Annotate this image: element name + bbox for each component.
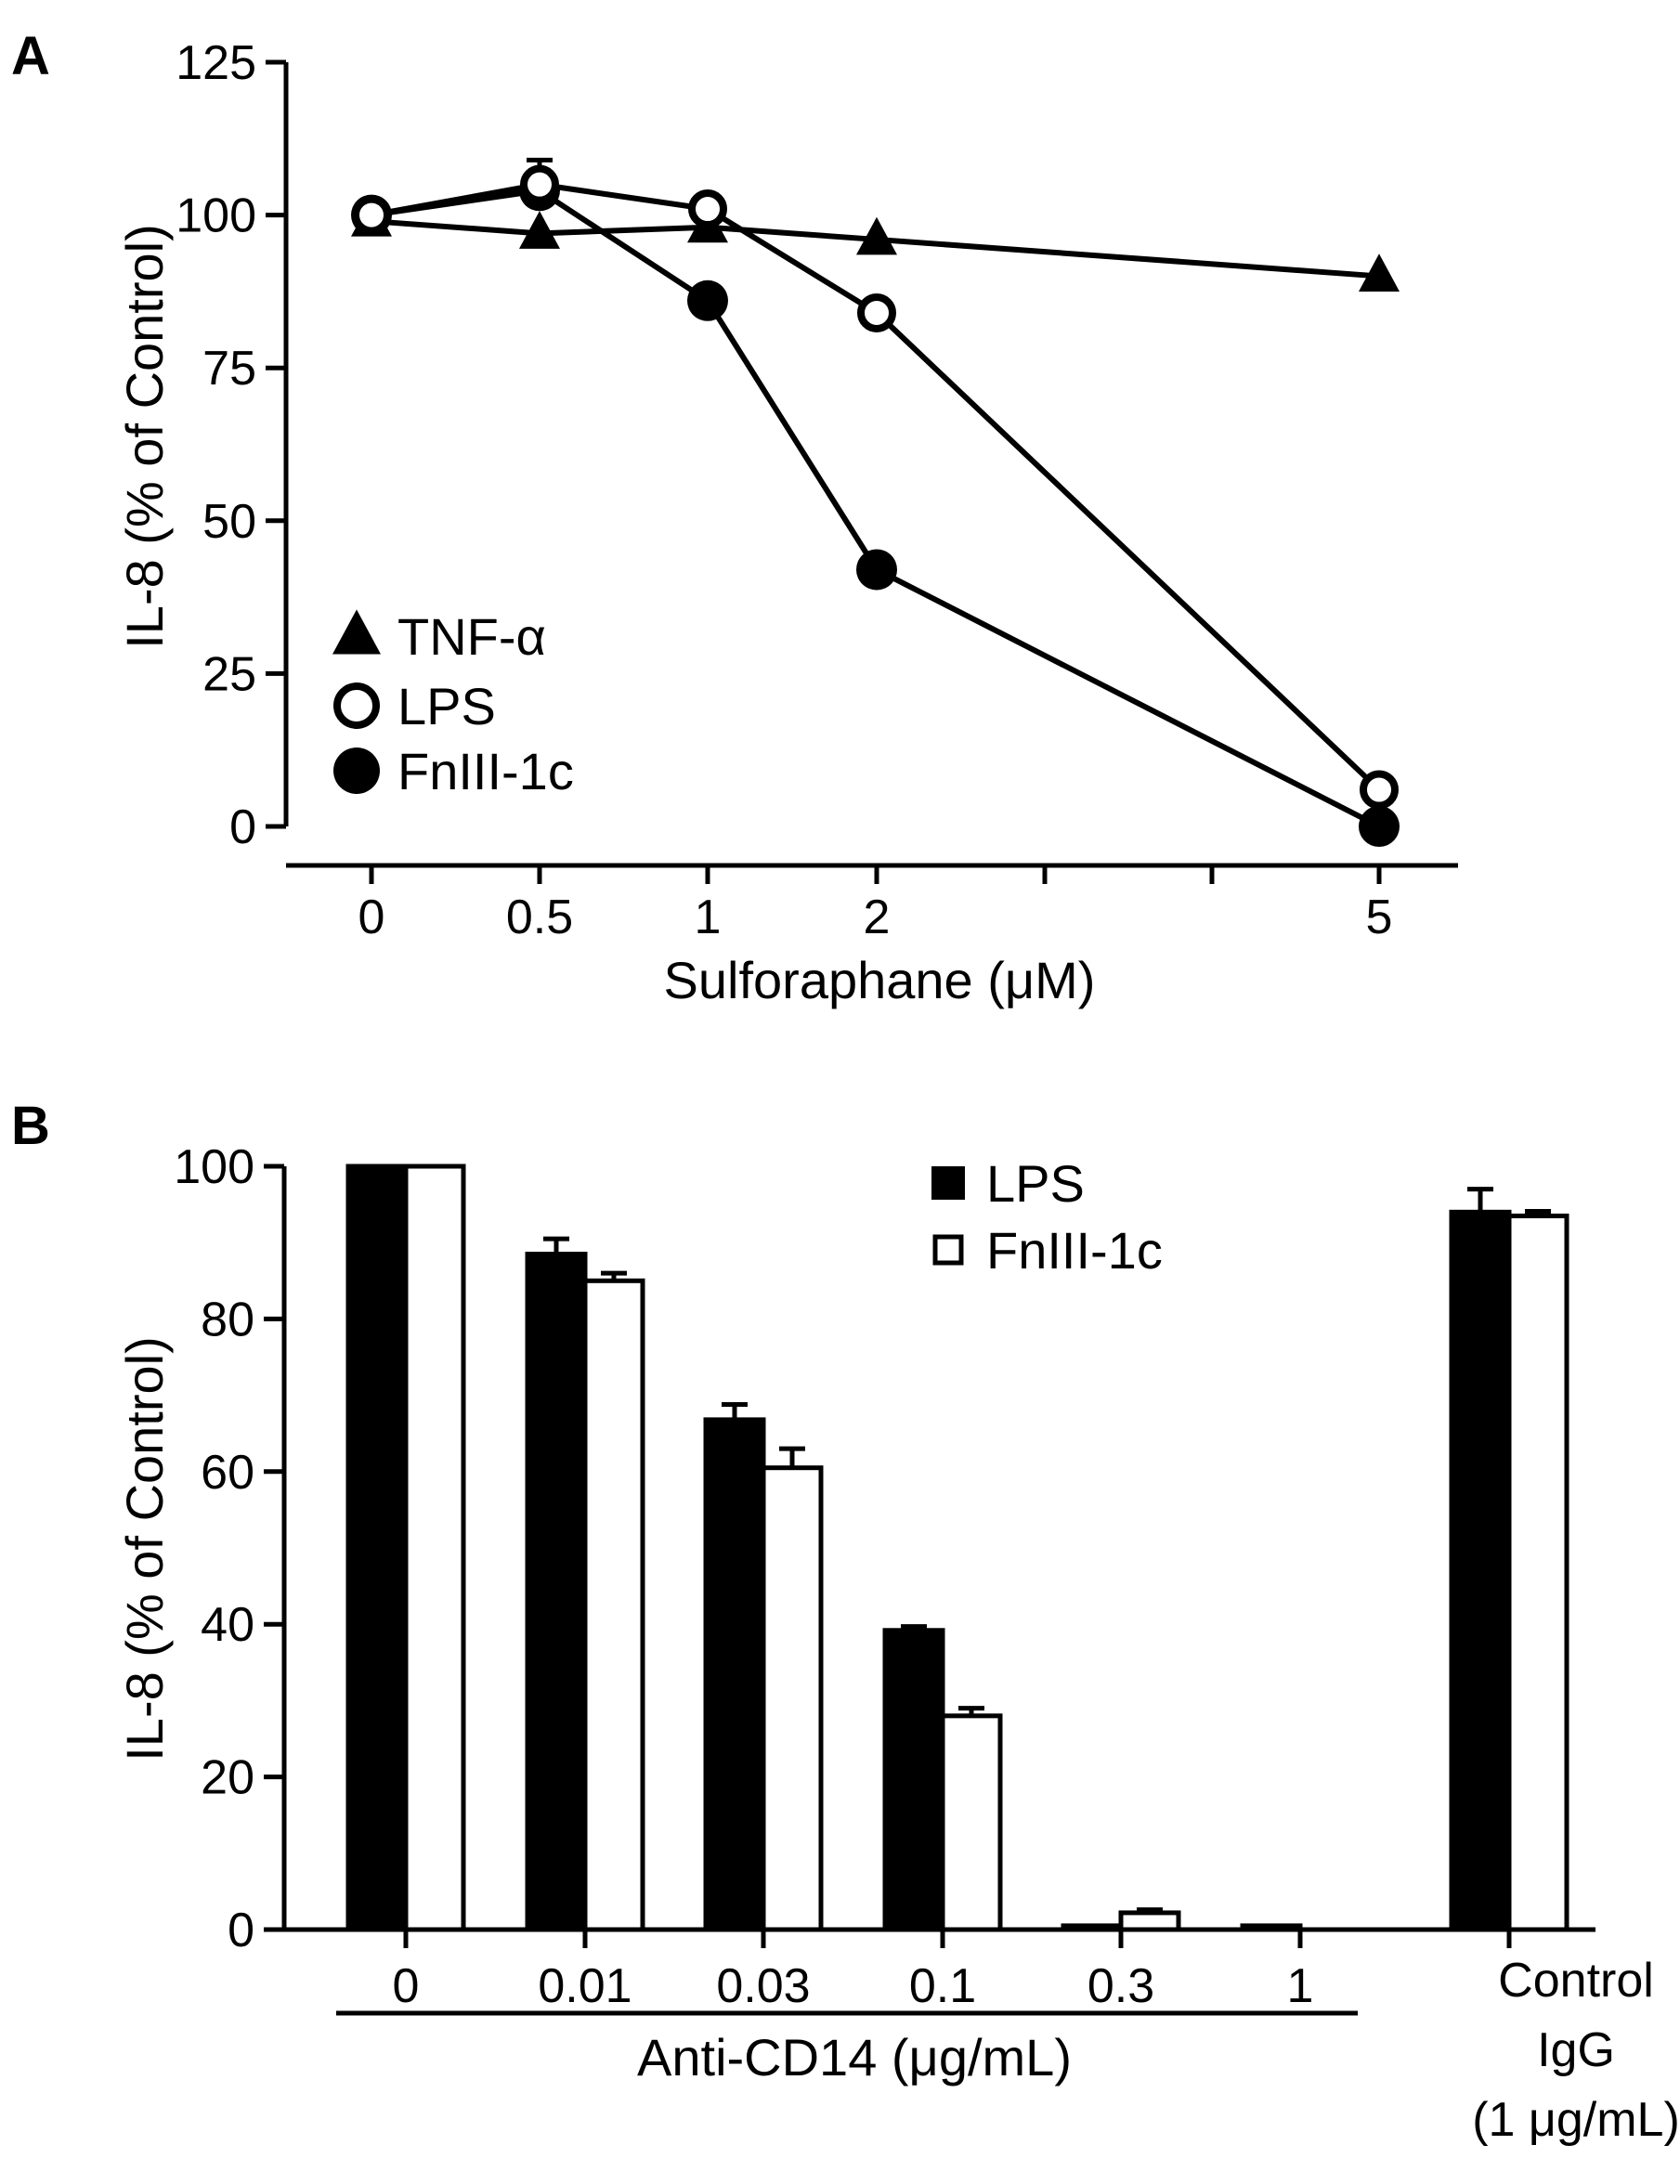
panel-b-x-tick-label: 0.1 bbox=[909, 1959, 976, 2013]
panel-b-bar-lps bbox=[525, 1252, 588, 1932]
panel-b-control-label-line2: IgG bbox=[1537, 2023, 1615, 2077]
panel-a-series-line bbox=[371, 188, 1381, 829]
panel-a-point-tnf bbox=[519, 211, 560, 249]
panel-b-control-label-line3: (1 μg/mL) bbox=[1472, 2093, 1680, 2147]
panel-a-point-fniii bbox=[856, 549, 897, 591]
panel-b-y-tick-label: 0 bbox=[228, 1904, 254, 1957]
panel-b-bar-lps bbox=[1061, 1923, 1124, 1932]
panel-b-y-tick-label: 100 bbox=[174, 1140, 254, 1194]
panel-b-y-tick-label: 40 bbox=[201, 1598, 254, 1652]
panel-b-bar-fniii bbox=[761, 1465, 824, 1932]
panel-a-y-tick-label: 50 bbox=[202, 495, 256, 549]
panel-b-x-tick-label: 0.03 bbox=[716, 1959, 810, 2013]
panel-b-control-label-line1: Control bbox=[1498, 1954, 1654, 2008]
panel-b-legend-label: LPS bbox=[986, 1154, 1085, 1213]
panel-b-bar-fniii bbox=[403, 1164, 466, 1932]
panel-a-y-tick-label: 25 bbox=[202, 647, 256, 701]
panel-a-y-tick-label: 75 bbox=[202, 342, 256, 396]
panel-a-label: A bbox=[11, 26, 50, 86]
panel-b-bar-lps bbox=[882, 1628, 945, 1932]
panel-b-bar-lps bbox=[703, 1417, 766, 1932]
panel-b-bar-fniii bbox=[582, 1278, 645, 1932]
panel-b-bar-fniii bbox=[1118, 1910, 1181, 1932]
panel-b-legend-lps-swatch bbox=[931, 1166, 965, 1200]
panel-a-legend-tnf-marker bbox=[332, 609, 381, 655]
panel-a-x-tick-label: 5 bbox=[1366, 890, 1393, 944]
panel-b-x-axis-title: Anti-CD14 (μg/mL) bbox=[637, 2028, 1072, 2086]
panel-b-bar-fniii bbox=[940, 1713, 1003, 1932]
panel-b-bar-lps bbox=[1240, 1923, 1303, 1932]
panel-b-bar-lps bbox=[345, 1164, 409, 1932]
panel-b-x-tick-label: 0.01 bbox=[538, 1959, 632, 2013]
panel-a-point-fniii bbox=[1359, 806, 1400, 847]
panel-a-legend-fniii-marker bbox=[333, 748, 380, 794]
panel-a-x-tick-label: 0 bbox=[358, 890, 385, 944]
panel-a-x-tick-label: 1 bbox=[695, 890, 722, 944]
panel-a-point-fniii bbox=[687, 280, 728, 321]
panel-a-point-lps bbox=[520, 164, 559, 204]
panel-a-legend-label: FnIII-1c bbox=[397, 742, 574, 800]
panel-a-y-axis-title: IL-8 (% of Control) bbox=[115, 224, 174, 649]
panel-a-point-lps bbox=[352, 195, 391, 235]
panel-a-point-lps bbox=[857, 292, 896, 332]
panel-b-legend-label: FnIII-1c bbox=[986, 1221, 1163, 1280]
panel-b-y-tick-label: 80 bbox=[201, 1293, 254, 1346]
panel-a-point-tnf bbox=[856, 216, 897, 255]
panel-b-y-tick-label: 60 bbox=[201, 1446, 254, 1500]
panel-a-point-tnf bbox=[1359, 254, 1400, 292]
panel-a-legend-lps-marker bbox=[333, 682, 380, 729]
panel-a-legend-label: LPS bbox=[397, 677, 496, 735]
panel-a-x-tick-label: 2 bbox=[864, 890, 891, 944]
panel-b-label: B bbox=[11, 1096, 50, 1156]
panel-a-x-tick-label: 0.5 bbox=[506, 890, 573, 944]
panel-a-x-axis-title: Sulforaphane (μM) bbox=[664, 951, 1096, 1009]
panel-b-y-axis-title: IL-8 (% of Control) bbox=[115, 1336, 174, 1762]
panel-b-x-tick-label: 1 bbox=[1287, 1959, 1314, 2013]
panel-a-legend-label: TNF-α bbox=[397, 607, 546, 666]
panel-a-point-lps bbox=[1360, 770, 1399, 810]
panel-a-y-tick-label: 100 bbox=[176, 189, 256, 243]
panel-b-legend-fniii-swatch bbox=[932, 1234, 964, 1266]
panel-b-x-tick-label: 0.3 bbox=[1087, 1959, 1154, 2013]
panel-a-y-tick-label: 125 bbox=[176, 36, 256, 90]
panel-a-point-lps bbox=[688, 189, 727, 229]
panel-b-y-tick-label: 20 bbox=[201, 1751, 254, 1805]
panel-b-bar-fniii bbox=[1506, 1213, 1569, 1932]
panel-b-bar-lps bbox=[1449, 1209, 1512, 1932]
panel-b-x-tick-label: 0 bbox=[393, 1959, 420, 2013]
panel-a-y-tick-label: 0 bbox=[229, 800, 256, 854]
panel-a-series-line bbox=[371, 181, 1382, 792]
